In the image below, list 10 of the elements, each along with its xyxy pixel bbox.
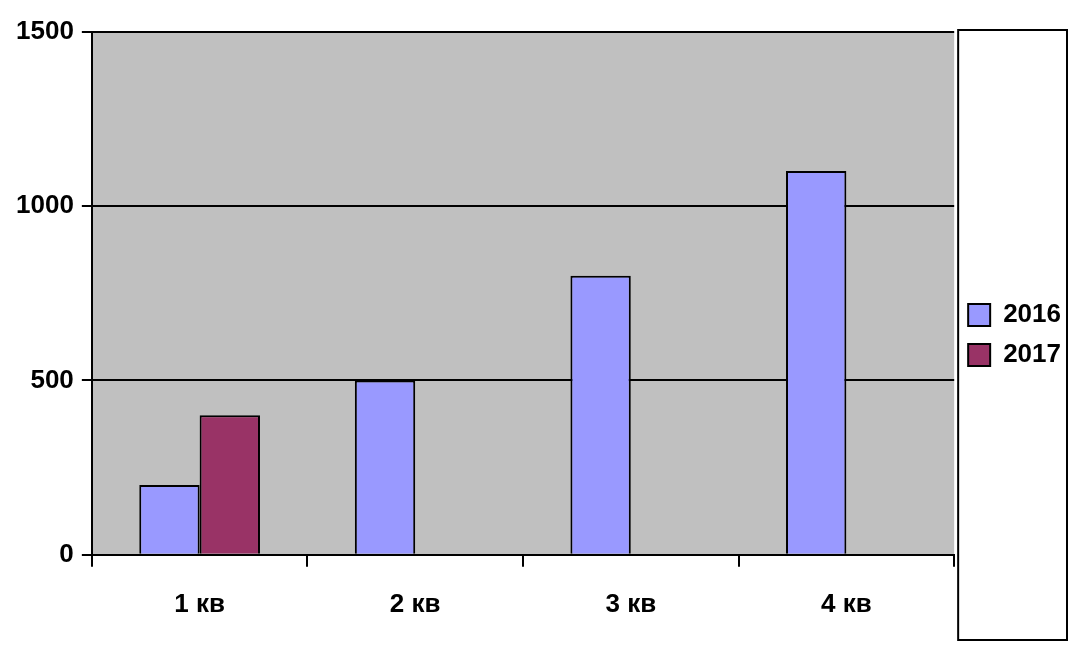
y-tick-label: 0 (59, 537, 74, 568)
legend-label: 2017 (1003, 338, 1061, 369)
x-tick-label: 2 кв (389, 587, 441, 618)
x-tick-label: 4 кв (821, 587, 872, 618)
y-tick-label: 1000 (16, 189, 74, 220)
legend-label: 2016 (1003, 298, 1061, 329)
x-tick-label: 1 кв (174, 587, 225, 618)
x-tick-label: 3 кв (605, 587, 657, 618)
y-tick-label: 500 (30, 363, 74, 394)
y-tick-label: 1500 (16, 14, 74, 45)
